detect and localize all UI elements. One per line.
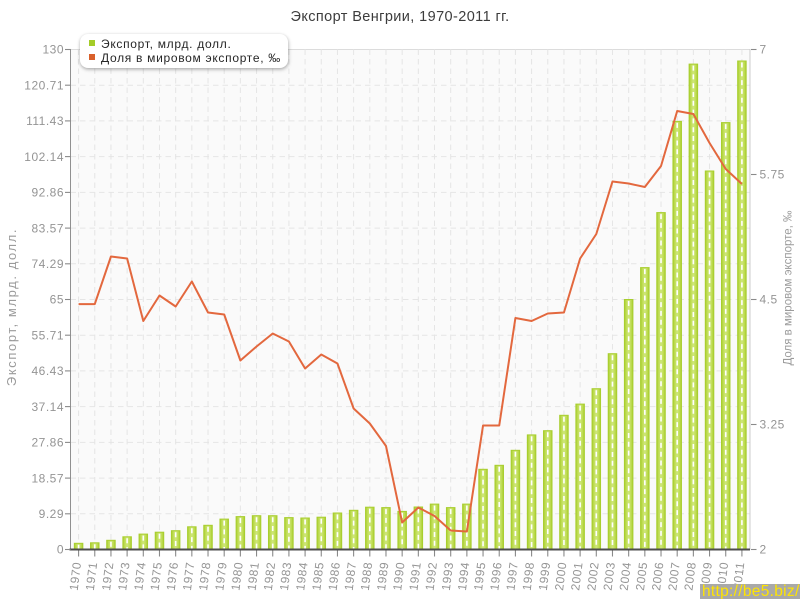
svg-text:2005: 2005 bbox=[633, 561, 650, 591]
svg-text:2007: 2007 bbox=[665, 561, 682, 591]
svg-text:Экспорт, млрд. долл.: Экспорт, млрд. долл. bbox=[4, 228, 19, 386]
svg-text:92.86: 92.86 bbox=[31, 186, 64, 200]
svg-text:3.25: 3.25 bbox=[760, 418, 785, 432]
svg-text:1975: 1975 bbox=[148, 561, 165, 591]
svg-text:1978: 1978 bbox=[196, 561, 213, 591]
svg-text:1993: 1993 bbox=[439, 561, 456, 591]
svg-text:1991: 1991 bbox=[406, 561, 423, 591]
svg-text:1990: 1990 bbox=[390, 561, 407, 591]
svg-text:111.43: 111.43 bbox=[26, 114, 64, 128]
svg-text:1979: 1979 bbox=[212, 561, 229, 591]
svg-text:1976: 1976 bbox=[164, 561, 181, 591]
svg-text:2008: 2008 bbox=[681, 561, 698, 591]
svg-text:1987: 1987 bbox=[342, 561, 359, 591]
svg-text:1982: 1982 bbox=[261, 561, 278, 591]
svg-text:1972: 1972 bbox=[99, 561, 116, 591]
svg-text:55.71: 55.71 bbox=[31, 328, 64, 342]
svg-text:1980: 1980 bbox=[228, 561, 245, 591]
svg-text:1994: 1994 bbox=[455, 561, 472, 591]
svg-text:37.14: 37.14 bbox=[31, 400, 64, 414]
svg-text:1989: 1989 bbox=[374, 561, 391, 591]
svg-text:1984: 1984 bbox=[293, 561, 310, 591]
svg-text:1973: 1973 bbox=[115, 561, 132, 591]
svg-text:1996: 1996 bbox=[487, 561, 504, 591]
svg-text:120.71: 120.71 bbox=[24, 78, 64, 92]
svg-text:130: 130 bbox=[42, 43, 64, 57]
svg-text:2002: 2002 bbox=[584, 561, 601, 591]
svg-text:27.86: 27.86 bbox=[31, 436, 64, 450]
svg-text:2000: 2000 bbox=[552, 561, 569, 591]
svg-text:1985: 1985 bbox=[309, 561, 326, 591]
svg-text:4.5: 4.5 bbox=[760, 293, 778, 307]
svg-text:1992: 1992 bbox=[423, 561, 440, 591]
svg-text:2006: 2006 bbox=[649, 561, 666, 591]
svg-text:1997: 1997 bbox=[503, 561, 520, 591]
svg-text:1995: 1995 bbox=[471, 561, 488, 591]
svg-text:Доля в мировом экспорте, ‰: Доля в мировом экспорте, ‰ bbox=[783, 210, 795, 366]
svg-text:83.57: 83.57 bbox=[31, 221, 64, 235]
svg-text:74.29: 74.29 bbox=[31, 257, 64, 271]
svg-text:1974: 1974 bbox=[131, 561, 148, 591]
svg-text:2010: 2010 bbox=[714, 561, 731, 591]
svg-text:7: 7 bbox=[760, 43, 767, 57]
svg-text:5.75: 5.75 bbox=[760, 168, 785, 182]
svg-text:2011: 2011 bbox=[730, 561, 747, 590]
svg-text:2003: 2003 bbox=[601, 561, 618, 591]
svg-text:1977: 1977 bbox=[180, 561, 197, 591]
svg-text:Экспорт Венгрии, 1970-2011 гг.: Экспорт Венгрии, 1970-2011 гг. bbox=[291, 9, 510, 25]
svg-text:9.29: 9.29 bbox=[39, 507, 64, 521]
svg-text:2001: 2001 bbox=[568, 561, 585, 591]
svg-text:2009: 2009 bbox=[698, 561, 715, 591]
svg-text:2004: 2004 bbox=[617, 561, 634, 591]
svg-text:65: 65 bbox=[50, 293, 64, 307]
svg-text:2: 2 bbox=[760, 543, 767, 557]
svg-text:102.14: 102.14 bbox=[24, 150, 64, 164]
svg-text:1986: 1986 bbox=[326, 561, 343, 591]
svg-text:1999: 1999 bbox=[536, 561, 553, 591]
svg-text:18.57: 18.57 bbox=[31, 471, 64, 485]
svg-text:1971: 1971 bbox=[83, 561, 100, 591]
svg-text:1983: 1983 bbox=[277, 561, 294, 591]
svg-text:0: 0 bbox=[57, 543, 64, 557]
svg-text:1981: 1981 bbox=[245, 561, 262, 591]
svg-text:1998: 1998 bbox=[520, 561, 537, 591]
svg-text:1970: 1970 bbox=[67, 561, 84, 591]
svg-text:46.43: 46.43 bbox=[31, 364, 64, 378]
svg-text:1988: 1988 bbox=[358, 561, 375, 591]
